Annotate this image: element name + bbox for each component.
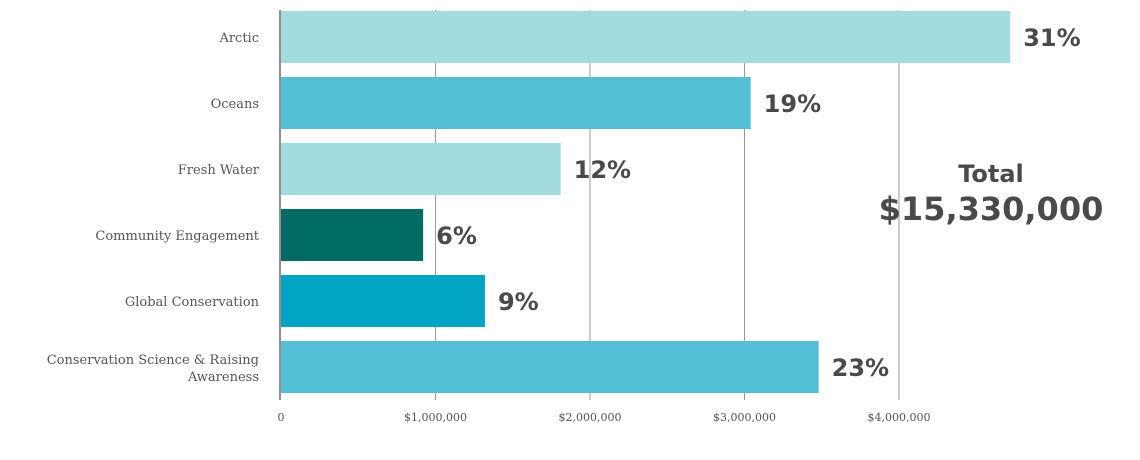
category-label: Global Conservation [125, 295, 260, 310]
percent-label: 23% [832, 354, 889, 382]
category-label: Community Engagement [95, 229, 259, 244]
x-tick-labels: 0 $1,000,000 $2,000,000 $3,000,000 $4,000,00… [278, 411, 931, 424]
bar [281, 275, 485, 327]
category-label: Fresh Water [178, 163, 260, 178]
percent-label: 6% [436, 222, 477, 250]
bar [281, 143, 561, 195]
bar [281, 11, 1011, 63]
category-label: Oceans [211, 97, 259, 112]
x-tick-label: $4,000,000 [868, 411, 931, 424]
bar [281, 341, 819, 393]
x-tick-label: 0 [278, 411, 285, 424]
category-label: Arctic [218, 31, 259, 46]
total-annotation: Total $15,330,000 [879, 160, 1104, 228]
percent-labels: 31% 19% 12% 6% 9% 23% [436, 24, 1081, 382]
x-tick-label: $2,000,000 [559, 411, 622, 424]
category-labels: Arctic Oceans Fresh Water Community Engagem… [47, 31, 260, 385]
percent-label: 12% [574, 156, 631, 184]
x-tick-label: $3,000,000 [713, 411, 776, 424]
bar [281, 77, 751, 129]
category-label: Conservation Science & Raising Awareness [47, 353, 259, 385]
bars [281, 11, 1011, 393]
gridlines [435, 10, 900, 400]
percent-label: 31% [1023, 24, 1080, 52]
percent-label: 19% [764, 90, 821, 118]
x-tick-label: $1,000,000 [404, 411, 467, 424]
bar [281, 209, 424, 261]
total-title: Total [958, 160, 1024, 188]
percent-label: 9% [498, 288, 539, 316]
total-value: $15,330,000 [879, 190, 1104, 228]
